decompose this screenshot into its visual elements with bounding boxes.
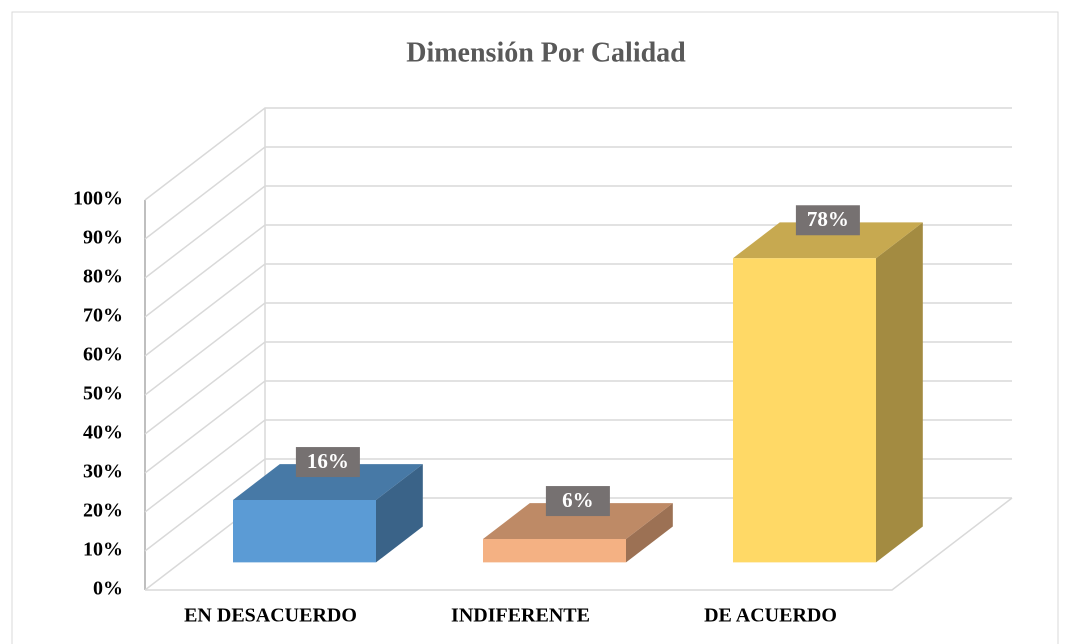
bar bbox=[483, 503, 673, 563]
bar-front bbox=[483, 539, 626, 563]
grid-line bbox=[144, 224, 1012, 318]
bar-side bbox=[626, 503, 673, 563]
bar-front bbox=[733, 258, 876, 563]
grid-line bbox=[144, 107, 1012, 201]
y-tick-label: 10% bbox=[83, 539, 123, 561]
y-tick-label: 100% bbox=[73, 188, 123, 210]
x-tick-label: INDIFERENTE bbox=[451, 605, 590, 627]
data-label: 6% bbox=[562, 488, 594, 512]
y-tick-label: 0% bbox=[93, 578, 123, 600]
x-tick-label: EN DESACUERDO bbox=[184, 605, 357, 627]
bar bbox=[233, 464, 423, 563]
y-tick-label: 50% bbox=[83, 383, 123, 405]
y-tick-label: 60% bbox=[83, 344, 123, 366]
bar-side bbox=[376, 464, 423, 563]
bar-side bbox=[876, 222, 923, 563]
grid-line bbox=[144, 146, 1012, 240]
floor-edge bbox=[145, 497, 1013, 591]
data-label: 16% bbox=[307, 449, 349, 473]
bar bbox=[733, 222, 923, 563]
bar-top bbox=[733, 222, 923, 259]
y-tick-label: 40% bbox=[83, 422, 123, 444]
data-label: 78% bbox=[807, 207, 849, 231]
y-tick-label: 80% bbox=[83, 266, 123, 288]
bar-top bbox=[233, 464, 423, 500]
bar-front bbox=[233, 500, 376, 563]
y-tick-label: 90% bbox=[83, 227, 123, 249]
chart-title: Dimensión Por Calidad bbox=[406, 37, 686, 68]
x-tick-label: DE ACUERDO bbox=[704, 605, 837, 627]
data-label-box bbox=[295, 447, 360, 478]
grid-line bbox=[144, 185, 1012, 279]
data-label-box bbox=[795, 205, 860, 236]
y-tick-label: 30% bbox=[83, 461, 123, 483]
y-tick-label: 70% bbox=[83, 305, 123, 327]
bar-top bbox=[483, 503, 673, 539]
y-tick-label: 20% bbox=[83, 500, 123, 522]
data-label-box bbox=[545, 486, 610, 517]
